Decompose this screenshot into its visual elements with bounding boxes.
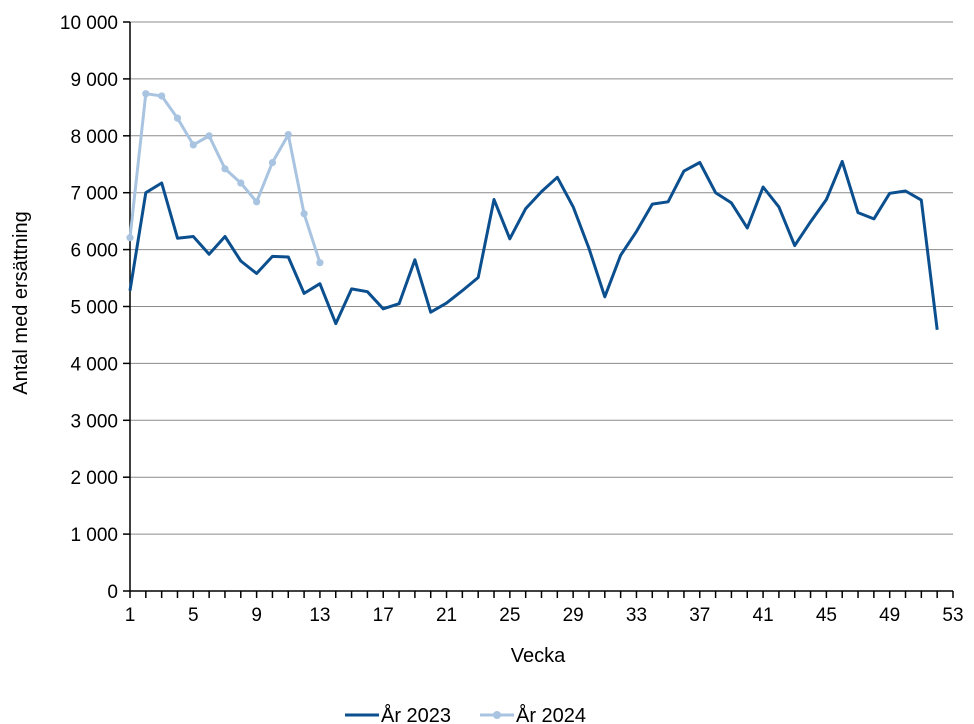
series-lines (126, 90, 939, 330)
data-point (158, 92, 166, 100)
legend: År 2023 År 2024 (345, 704, 586, 724)
data-point (205, 132, 213, 140)
x-tick-label: 9 (251, 605, 262, 626)
y-tick-label: 7 000 (70, 184, 118, 205)
data-point (173, 114, 182, 122)
data-point (268, 158, 277, 167)
x-tick-label: 5 (188, 605, 199, 626)
x-tick-label: 53 (942, 605, 963, 626)
legend-label: År 2024 (516, 704, 586, 724)
legend-label: År 2023 (381, 704, 451, 724)
x-tick-label: 25 (499, 605, 520, 626)
series-line (128, 159, 939, 330)
y-tick-label: 4 000 (70, 354, 118, 375)
data-point (237, 179, 245, 187)
legend-marker (493, 711, 501, 719)
y-tick-label: 6 000 (70, 241, 118, 262)
gridlines (130, 21, 953, 535)
x-tick-label: 49 (879, 605, 900, 626)
x-tick-label: 41 (753, 605, 774, 626)
y-tick-label: 0 (107, 582, 118, 603)
y-tick-label: 3 000 (70, 411, 118, 432)
data-point (142, 90, 150, 98)
y-tick-labels: 0 1 000 2 000 3 000 4 000 5 000 6 000 7 000 8 00… (60, 13, 130, 603)
y-axis-title: Antal med ersättning (10, 211, 32, 394)
data-point (253, 198, 261, 206)
data-point (284, 131, 292, 139)
y-tick-label: 2 000 (70, 468, 118, 489)
data-point (300, 210, 308, 218)
data-point (189, 141, 197, 149)
data-point (221, 165, 229, 173)
x-tick-label: 1 (125, 605, 136, 626)
x-axis-title: Vecka (511, 645, 566, 667)
x-tick-label: 33 (626, 605, 647, 626)
x-tick-label: 29 (563, 605, 584, 626)
y-tick-label: 1 000 (70, 525, 118, 546)
x-tick-label: 17 (373, 605, 394, 626)
y-tick-label: 8 000 (70, 127, 118, 148)
y-tick-label: 10 000 (60, 13, 118, 34)
y-tick-label: 9 000 (70, 70, 118, 91)
y-tick-label: 5 000 (70, 298, 118, 319)
x-tick-label: 37 (689, 605, 710, 626)
x-tick-label: 13 (309, 605, 330, 626)
data-point (126, 234, 134, 242)
x-tick-label: 45 (816, 605, 837, 626)
x-tick-label: 21 (436, 605, 457, 626)
x-tick-labels: 1 5 9 13 17 21 25 29 33 37 41 45 49 53 (125, 591, 964, 626)
data-point (316, 259, 324, 267)
